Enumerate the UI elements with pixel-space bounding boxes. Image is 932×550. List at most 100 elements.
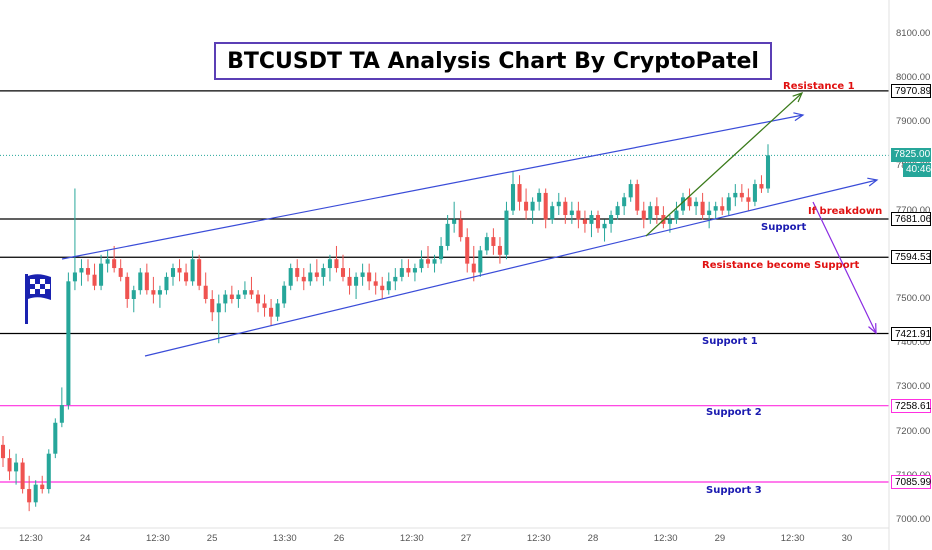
chart-title-box: BTCUSDT TA Analysis Chart By CryptoPatel xyxy=(214,42,772,80)
candle-body xyxy=(59,405,64,423)
y-tick-label: 8000.00 xyxy=(896,72,931,83)
candle-body xyxy=(40,484,45,490)
candle-body xyxy=(20,462,25,490)
candle-body xyxy=(14,462,19,472)
candle-body xyxy=(314,272,319,277)
candle-body xyxy=(112,259,117,269)
candle-body xyxy=(543,192,548,220)
candle-body xyxy=(33,484,38,503)
y-tick-label: 7300.00 xyxy=(896,381,931,393)
candle-body xyxy=(399,268,404,277)
candle-body xyxy=(537,192,542,202)
candle-body xyxy=(242,290,247,295)
candle-body xyxy=(308,272,313,282)
candle-body xyxy=(373,281,378,286)
candle-body xyxy=(288,268,293,286)
annotation-support2: Support 2 xyxy=(706,407,762,418)
candle-body xyxy=(439,245,444,260)
candle-body xyxy=(576,210,581,220)
candle-body xyxy=(713,206,718,211)
y-tick-label: 7200.00 xyxy=(896,425,931,437)
candle-body xyxy=(752,184,757,202)
candle-body xyxy=(354,276,359,286)
candle-body xyxy=(641,210,646,220)
current-price-tag: 7825.00 xyxy=(891,148,931,163)
y-tick-label: 7900.00 xyxy=(896,116,931,128)
candle-body xyxy=(759,184,764,189)
candle-body xyxy=(471,263,476,273)
candle-body xyxy=(66,281,71,406)
annotation-support3: Support 3 xyxy=(706,485,762,496)
candle-body xyxy=(628,184,633,198)
candle-body xyxy=(118,268,123,277)
candle-body xyxy=(170,268,176,277)
candle-body xyxy=(458,219,463,238)
candle-body xyxy=(484,237,489,251)
candle-body xyxy=(295,268,300,277)
candle-body xyxy=(504,210,509,255)
candle-body xyxy=(72,272,77,282)
candle-body xyxy=(569,210,574,216)
channel-lower xyxy=(144,179,878,357)
level-price-tag: 7681.06 xyxy=(891,211,931,226)
candle-body xyxy=(602,223,607,229)
candle-body xyxy=(105,259,110,264)
candle-body xyxy=(255,294,261,304)
candle-body xyxy=(726,197,731,211)
x-tick-label: 28 xyxy=(587,533,599,544)
candle-body xyxy=(746,197,751,202)
candle-body xyxy=(236,294,241,299)
candle-body xyxy=(635,184,640,211)
candle-body xyxy=(765,155,771,189)
candle-body xyxy=(223,294,228,304)
candle-body xyxy=(53,422,58,454)
candle-body xyxy=(92,274,97,286)
x-tick-label: 29 xyxy=(714,533,726,544)
candle-body xyxy=(216,303,221,313)
x-tick-label: 12:30 xyxy=(399,533,424,544)
candle-body xyxy=(452,219,457,224)
level-price-tag: 7085.99 xyxy=(891,474,931,489)
candle-body xyxy=(380,285,385,291)
candle-body xyxy=(7,458,12,472)
candle-body xyxy=(151,290,156,295)
candle-body xyxy=(327,259,332,269)
candle-body xyxy=(164,276,169,291)
price-levels xyxy=(0,90,889,483)
annotation-resistance-become-support: Resistance become Support xyxy=(702,260,860,271)
candle-body xyxy=(667,219,672,224)
x-tick-label: 24 xyxy=(79,533,91,544)
candle-body xyxy=(648,206,653,220)
candle-body xyxy=(125,276,130,299)
x-tick-label: 12:30 xyxy=(526,533,551,544)
breakdown-arrow-arrowhead xyxy=(868,323,877,335)
x-tick-label: 27 xyxy=(460,533,472,544)
candle-body xyxy=(478,250,483,273)
x-tick-label: 12:30 xyxy=(780,533,805,544)
candle-body xyxy=(622,197,627,207)
candle-body xyxy=(465,237,470,264)
x-tick-label: 12:30 xyxy=(145,533,170,544)
candle-body xyxy=(595,215,601,229)
candle-body xyxy=(269,307,274,317)
candle-body xyxy=(386,281,391,291)
candle-body xyxy=(131,290,136,299)
candle-body xyxy=(497,245,502,255)
candle-body xyxy=(229,294,234,299)
candle-body xyxy=(517,184,522,202)
annotation-if-breakdown: If breakdown xyxy=(808,206,883,217)
annotation-resistance1: Resistance 1 xyxy=(783,81,855,92)
candle-body xyxy=(556,201,561,207)
candle-body xyxy=(707,210,712,216)
candle-body xyxy=(425,259,431,264)
x-tick-label: 13:30 xyxy=(272,533,297,544)
candle-body xyxy=(321,268,326,277)
channel-upper-arrowhead xyxy=(793,112,805,122)
candle-body xyxy=(190,259,195,282)
annotation-support: Support xyxy=(761,222,807,233)
candle-body xyxy=(615,206,620,216)
candle-body xyxy=(412,268,417,273)
chart-title: BTCUSDT TA Analysis Chart By CryptoPatel xyxy=(227,48,759,74)
candle-body xyxy=(419,259,424,269)
